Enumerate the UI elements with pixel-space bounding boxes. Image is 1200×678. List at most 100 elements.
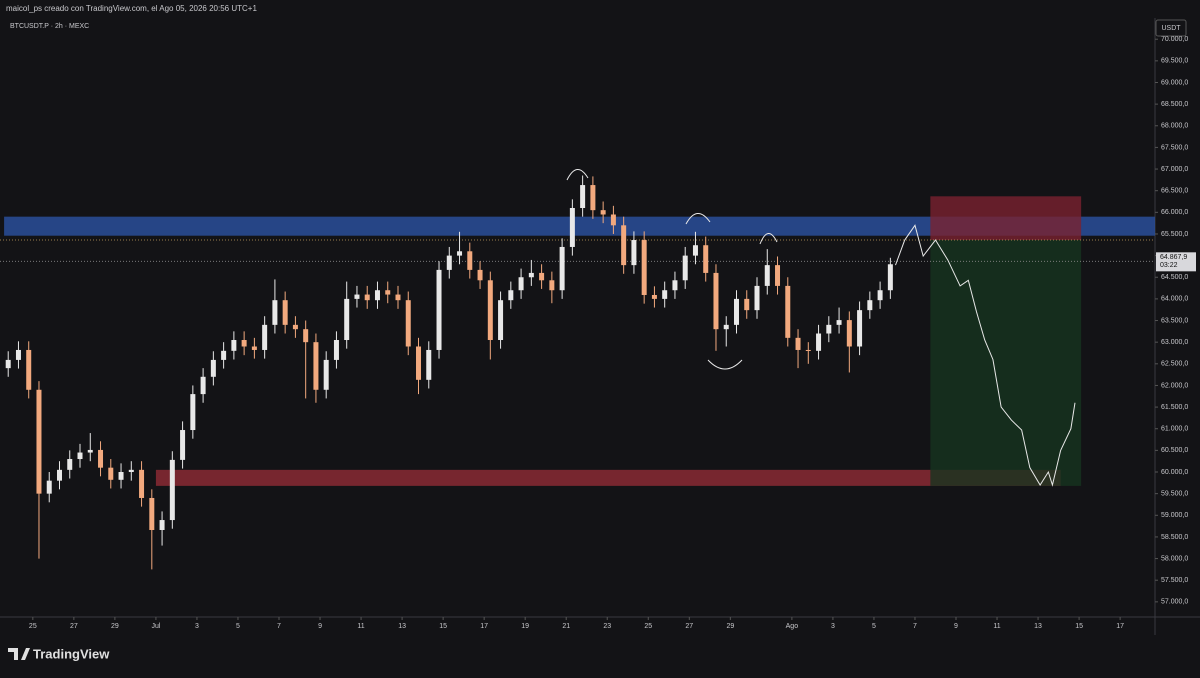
candle-body [795, 337, 801, 350]
candle-body [785, 285, 791, 338]
candle-body [436, 269, 442, 350]
logo-text: TradingView [33, 646, 110, 661]
y-tick-label: 68.500,0 [1161, 101, 1188, 108]
candle-body [887, 264, 893, 291]
candle-body [118, 472, 124, 480]
candle-body [87, 449, 93, 453]
candle-body [5, 359, 11, 369]
y-tick-label: 63.500,0 [1161, 317, 1188, 324]
candle-body [108, 467, 114, 480]
candle-body [600, 210, 606, 215]
candle-body [857, 310, 863, 347]
y-tick-label: 68.000,0 [1161, 123, 1188, 130]
y-tick-label: 66.000,0 [1161, 209, 1188, 216]
x-tick-label: 13 [1034, 623, 1042, 630]
candle-body [128, 469, 134, 473]
candle-body [200, 376, 206, 395]
candle-body [282, 300, 288, 325]
candle-body [292, 324, 298, 330]
y-tick-label: 62.000,0 [1161, 382, 1188, 389]
logo-icon [8, 648, 30, 660]
candle-body [46, 480, 52, 494]
candle-body [549, 280, 555, 291]
x-tick-label: 27 [685, 623, 693, 630]
arcs [566, 169, 778, 370]
x-tick-label: 25 [29, 623, 37, 630]
candle-body [333, 340, 339, 360]
x-tick-label: 17 [480, 623, 488, 630]
x-tick-label: 9 [954, 623, 958, 630]
y-tick-label: 69.000,0 [1161, 79, 1188, 86]
currency: USDT [1161, 25, 1181, 32]
candle-body [364, 294, 370, 301]
last-price-box [1156, 252, 1196, 272]
candle-body [487, 280, 493, 341]
candle-body [641, 240, 647, 295]
candle-body [764, 265, 770, 286]
candle-body [56, 469, 62, 481]
x-tick-label: 9 [318, 623, 322, 630]
candle-body [169, 459, 175, 521]
x-tick-label: 11 [993, 623, 1000, 630]
candle-body [323, 359, 329, 390]
logo: TradingView [8, 646, 110, 661]
candle-body [692, 245, 698, 256]
candle-body [344, 298, 350, 341]
candle-body [446, 255, 452, 270]
candle-body [877, 290, 883, 301]
candle-body [149, 497, 155, 531]
candle-body [426, 349, 432, 380]
countdown: 03:22 [1160, 262, 1178, 269]
candle-body [518, 277, 524, 291]
position-stop [930, 196, 1082, 241]
candle-body [221, 350, 227, 360]
candle-body [569, 208, 575, 247]
candle-body [713, 272, 719, 330]
candle-body [754, 285, 760, 311]
candle-body [682, 255, 688, 281]
arc [566, 169, 589, 181]
candle-body [272, 300, 278, 325]
candle-body [816, 333, 822, 351]
arc [707, 359, 743, 370]
y-tick-label: 63.000,0 [1161, 339, 1188, 346]
y-tick-label: 58.000,0 [1161, 555, 1188, 562]
currency-box [1155, 19, 1187, 37]
candle-body [190, 394, 196, 431]
author-line: maicol_ps creado con TradingView.com, el… [6, 4, 257, 13]
candle-body [405, 300, 411, 347]
y-tick-label: 61.000,0 [1161, 426, 1188, 433]
y-tick-label: 57.000,0 [1161, 599, 1188, 606]
candle-body [36, 389, 42, 494]
candle-body [559, 246, 565, 291]
zone [4, 216, 1155, 236]
position-target [930, 240, 1082, 486]
candle-body [303, 329, 309, 343]
x-tick-label: 7 [277, 623, 281, 630]
candle-body [77, 452, 83, 460]
candle-body [805, 349, 811, 351]
candle-body [672, 280, 678, 291]
candle-body [416, 346, 422, 380]
x-tick-label: 29 [111, 623, 119, 630]
candle-body [313, 342, 319, 390]
y-tick-label: 61.500,0 [1161, 404, 1188, 411]
candle-body [836, 320, 842, 325]
x-tick-label: Ago [786, 623, 799, 630]
x-tick-label: 15 [439, 623, 447, 630]
y-tick-label: 66.500,0 [1161, 188, 1188, 195]
x-tick-label: 19 [521, 623, 529, 630]
candle-body [723, 324, 729, 330]
x-tick-label: 17 [1116, 623, 1124, 630]
y-tick-label: 67.000,0 [1161, 166, 1188, 173]
y-tick-label: 60.500,0 [1161, 447, 1188, 454]
candle-body [846, 320, 852, 347]
x-tick-label: 5 [872, 623, 876, 630]
candle-body [139, 469, 145, 498]
arc [759, 233, 778, 245]
x-tick-label: 3 [831, 623, 835, 630]
y-tick-label: 58.500,0 [1161, 534, 1188, 541]
x-tick-label: 15 [1075, 623, 1083, 630]
x-tick-label: 29 [726, 623, 734, 630]
